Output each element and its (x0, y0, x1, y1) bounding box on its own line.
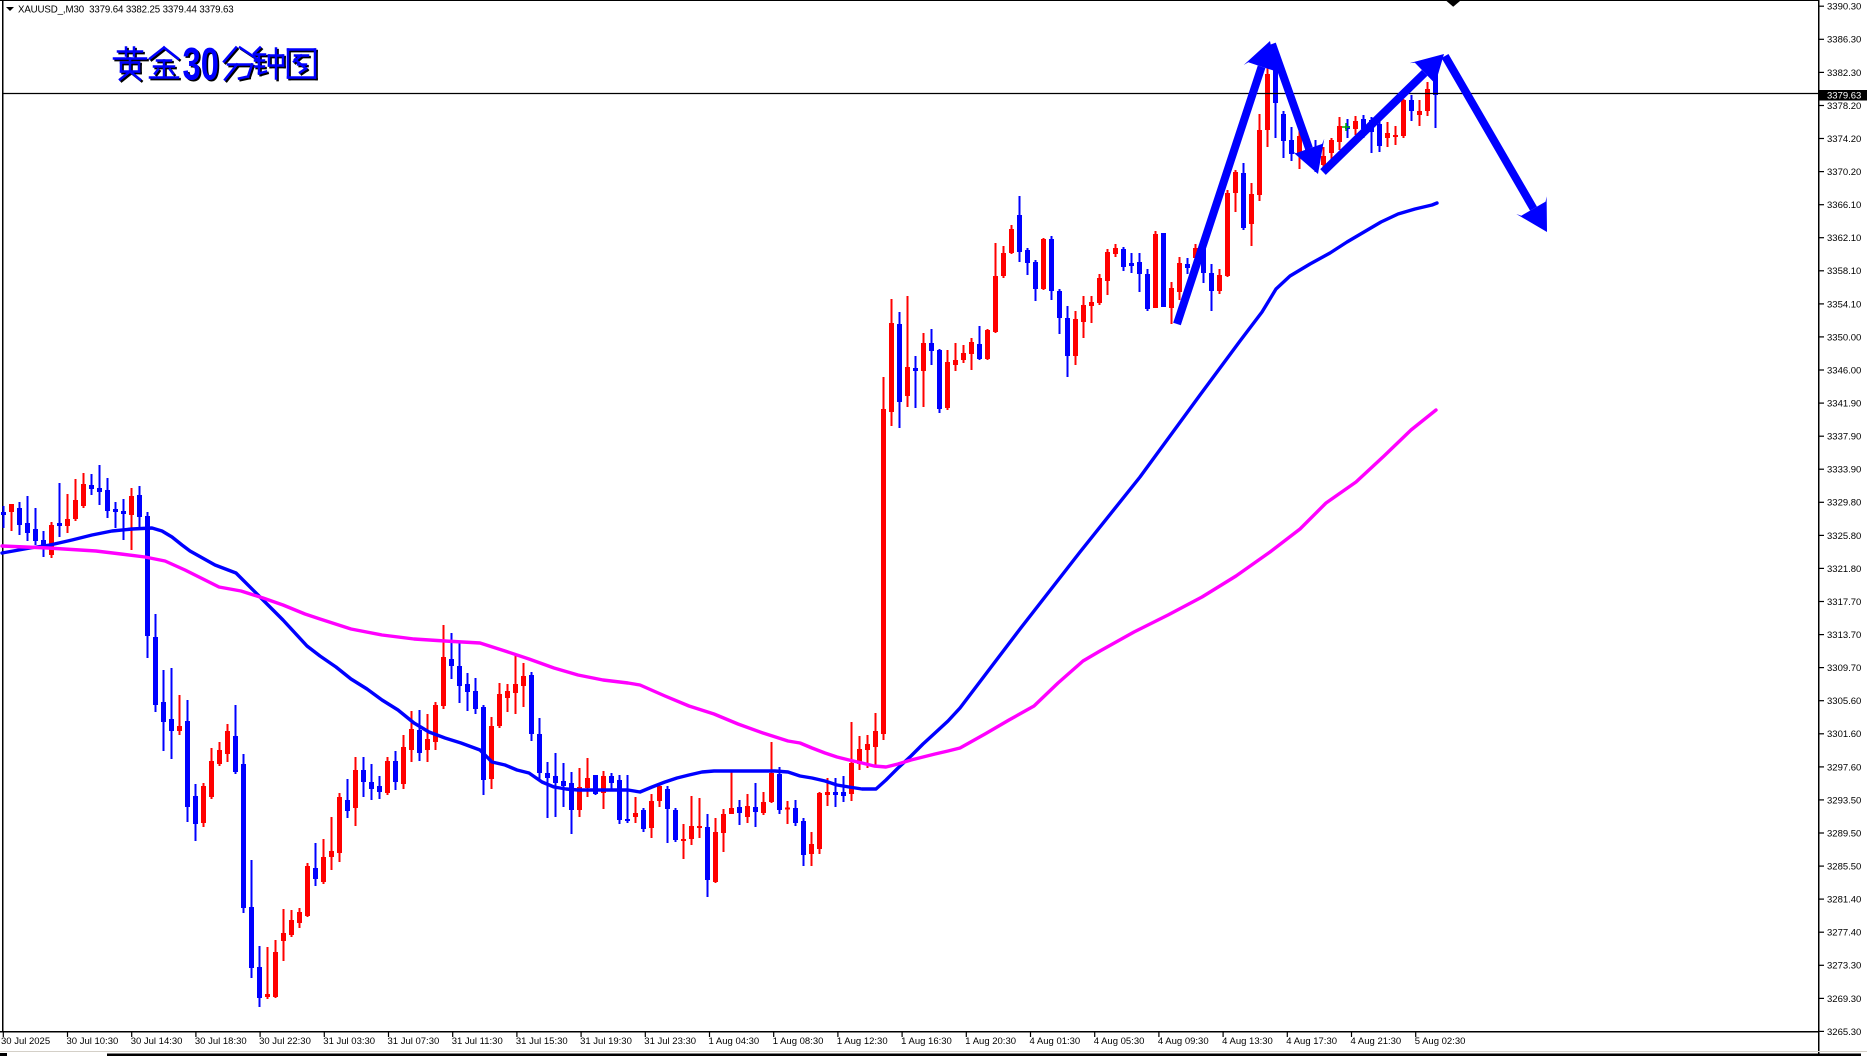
svg-text:3354.10: 3354.10 (1827, 299, 1861, 310)
svg-text:30: 30 (183, 39, 219, 89)
svg-text:3309.70: 3309.70 (1827, 663, 1861, 674)
svg-text:3329.80: 3329.80 (1827, 498, 1861, 509)
svg-text:3277.40: 3277.40 (1827, 928, 1861, 939)
svg-text:3321.80: 3321.80 (1827, 564, 1861, 575)
svg-text:3341.90: 3341.90 (1827, 399, 1861, 410)
svg-text:3305.60: 3305.60 (1827, 696, 1861, 707)
svg-text:3379.63: 3379.63 (1827, 91, 1861, 102)
svg-text:3333.90: 3333.90 (1827, 465, 1861, 476)
svg-text:3289.50: 3289.50 (1827, 828, 1861, 839)
svg-text:3281.40: 3281.40 (1827, 895, 1861, 906)
svg-text:3378.20: 3378.20 (1827, 101, 1861, 112)
svg-text:3285.50: 3285.50 (1827, 862, 1861, 873)
svg-text:3317.70: 3317.70 (1827, 597, 1861, 608)
svg-text:3350.00: 3350.00 (1827, 332, 1861, 343)
svg-text:3301.60: 3301.60 (1827, 729, 1861, 740)
svg-text:3362.10: 3362.10 (1827, 233, 1861, 244)
svg-text:30 Jul 10:30: 30 Jul 10:30 (67, 1036, 119, 1047)
svg-text:4 Aug 09:30: 4 Aug 09:30 (1158, 1036, 1209, 1047)
svg-text:4 Aug 17:30: 4 Aug 17:30 (1286, 1036, 1337, 1047)
svg-text:30 Jul 18:30: 30 Jul 18:30 (195, 1036, 247, 1047)
svg-text:3390.30: 3390.30 (1827, 2, 1861, 13)
svg-text:3337.90: 3337.90 (1827, 432, 1861, 443)
svg-text:4 Aug 01:30: 4 Aug 01:30 (1030, 1036, 1081, 1047)
svg-text:XAUUSD_,M30 3379.64 3382.25 3: XAUUSD_,M30 3379.64 3382.25 3379.44 3379… (18, 5, 234, 16)
svg-text:31 Jul 15:30: 31 Jul 15:30 (516, 1036, 568, 1047)
svg-text:5 Aug 02:30: 5 Aug 02:30 (1415, 1036, 1466, 1047)
svg-text:31 Jul 23:30: 31 Jul 23:30 (644, 1036, 696, 1047)
svg-text:4 Aug 05:30: 4 Aug 05:30 (1094, 1036, 1145, 1047)
svg-text:30 Jul 2025: 30 Jul 2025 (1, 1036, 50, 1047)
svg-text:3297.60: 3297.60 (1827, 762, 1861, 773)
svg-text:1 Aug 16:30: 1 Aug 16:30 (901, 1036, 952, 1047)
svg-text:3366.10: 3366.10 (1827, 200, 1861, 211)
svg-text:3358.10: 3358.10 (1827, 266, 1861, 277)
svg-text:30 Jul 14:30: 30 Jul 14:30 (131, 1036, 183, 1047)
svg-text:31 Jul 03:30: 31 Jul 03:30 (323, 1036, 375, 1047)
svg-text:1 Aug 12:30: 1 Aug 12:30 (837, 1036, 888, 1047)
svg-text:3382.30: 3382.30 (1827, 68, 1861, 79)
svg-text:3273.30: 3273.30 (1827, 961, 1861, 972)
svg-text:3293.50: 3293.50 (1827, 795, 1861, 806)
svg-text:3374.20: 3374.20 (1827, 134, 1861, 145)
svg-text:4 Aug 21:30: 4 Aug 21:30 (1351, 1036, 1402, 1047)
svg-text:31 Jul 19:30: 31 Jul 19:30 (580, 1036, 632, 1047)
svg-text:3370.20: 3370.20 (1827, 167, 1861, 178)
svg-text:3346.00: 3346.00 (1827, 365, 1861, 376)
svg-text:1 Aug 04:30: 1 Aug 04:30 (709, 1036, 760, 1047)
svg-text:31 Jul 07:30: 31 Jul 07:30 (388, 1036, 440, 1047)
svg-text:30: 30 (184, 41, 220, 91)
svg-text:1 Aug 08:30: 1 Aug 08:30 (773, 1036, 824, 1047)
svg-text:3269.30: 3269.30 (1827, 994, 1861, 1005)
svg-text:4 Aug 13:30: 4 Aug 13:30 (1222, 1036, 1273, 1047)
svg-text:3313.70: 3313.70 (1827, 630, 1861, 641)
svg-text:3265.30: 3265.30 (1827, 1027, 1861, 1038)
svg-text:31 Jul 11:30: 31 Jul 11:30 (452, 1036, 503, 1047)
svg-text:30 Jul 22:30: 30 Jul 22:30 (259, 1036, 311, 1047)
svg-text:3386.30: 3386.30 (1827, 35, 1861, 46)
svg-text:1 Aug 20:30: 1 Aug 20:30 (965, 1036, 1016, 1047)
svg-text:3325.80: 3325.80 (1827, 531, 1861, 542)
